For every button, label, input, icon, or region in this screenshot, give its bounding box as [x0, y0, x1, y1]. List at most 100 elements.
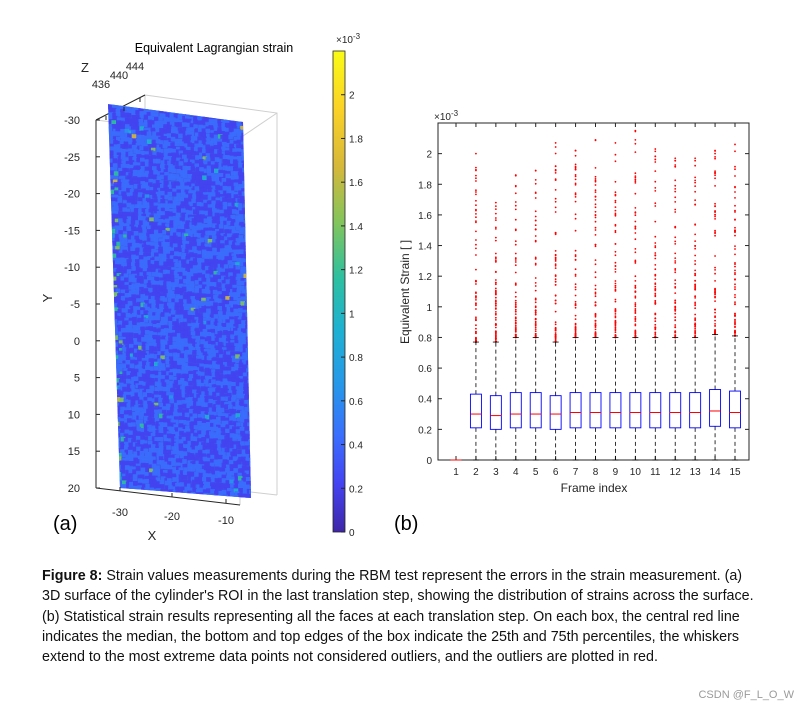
surface-cell [228, 420, 233, 426]
surface-cell [223, 358, 229, 364]
surface-cell [125, 481, 131, 487]
boxplot-outlier [514, 257, 517, 260]
surface-cell [159, 321, 165, 326]
surface-cell [145, 197, 151, 203]
surface-cell [219, 381, 225, 387]
boxplot-outlier [574, 200, 577, 203]
colorbar-tick-label: 1.4 [349, 222, 363, 233]
surface-cell [159, 308, 165, 313]
boxplot-outlier [734, 288, 736, 291]
surface-cell [211, 168, 216, 174]
surface-cell [112, 276, 117, 282]
surface-cell [137, 184, 142, 189]
boxplot-outlier [574, 192, 577, 195]
surface-cell [245, 172, 250, 178]
surface-cell [141, 216, 146, 221]
surface-cell [199, 469, 204, 474]
surface-cell [193, 249, 198, 255]
surface-cell [176, 377, 182, 382]
surface-cell [212, 239, 217, 245]
surface-cell [138, 251, 144, 257]
surface-cell [115, 257, 121, 263]
surface-cell [187, 463, 193, 468]
boxplot-outlier [574, 294, 577, 297]
surface-cell [167, 478, 172, 483]
surface-cell [193, 370, 198, 375]
surface-cell [172, 336, 178, 342]
surface-cell [164, 464, 169, 469]
surface-cell [125, 297, 130, 303]
surface-cell [110, 197, 115, 202]
boxplot-outlier [514, 333, 517, 336]
surface-cell [152, 452, 158, 458]
surface-cell [201, 139, 207, 145]
surface-cell [184, 162, 189, 167]
surface-cell [118, 187, 123, 192]
surface-cell [143, 436, 148, 442]
surface-cell [188, 494, 193, 498]
surface-cell [143, 279, 149, 284]
surface-cell [131, 251, 137, 256]
surface-cell [237, 472, 243, 478]
boxplot-outlier [674, 292, 677, 294]
surface-cell [137, 162, 142, 168]
surface-cell [140, 161, 145, 167]
boxplot-y-tick-label: 1 [426, 303, 432, 314]
surface-cell [174, 431, 180, 437]
surface-cell [177, 252, 182, 257]
surface-cell [192, 358, 197, 363]
boxplot-outlier [734, 234, 736, 237]
surface-cell [135, 383, 140, 388]
surface-cell [214, 337, 220, 343]
surface-cell [152, 143, 157, 148]
surface-cell [142, 229, 148, 234]
surface-cell [185, 204, 190, 210]
surface-cell [182, 321, 188, 327]
surface-cell [177, 341, 182, 346]
surface-cell [209, 148, 214, 154]
surface-cell [144, 330, 150, 335]
boxplot-outlier [734, 253, 736, 256]
surface-cell [246, 247, 251, 253]
surface-cell [164, 328, 169, 333]
surface-cell [163, 180, 169, 186]
surface-cell [133, 461, 138, 467]
surface-cell [131, 283, 137, 288]
surface-cell [137, 342, 143, 347]
surface-cell [132, 273, 137, 279]
surface-cell [119, 382, 124, 388]
boxplot-outlier [654, 252, 657, 254]
surface-cell [115, 288, 121, 294]
boxplot-outlier [634, 238, 637, 241]
boxplot-outlier [714, 229, 716, 232]
surface-cell [234, 358, 239, 364]
surface-cell [230, 334, 235, 339]
surface-cell [191, 299, 197, 304]
surface-cell [120, 128, 125, 134]
surface-cell [216, 282, 221, 287]
surface-cell [238, 179, 243, 184]
surface-cell [229, 488, 235, 494]
surface-cell [191, 190, 197, 195]
surface-cell [174, 165, 180, 171]
surface-cell [161, 406, 167, 411]
surface-cell [145, 244, 151, 250]
surface-cell [193, 119, 198, 125]
surface-cell [186, 259, 192, 265]
surface-cell [204, 355, 209, 361]
surface-cell [182, 173, 188, 179]
boxplot-outlier [714, 323, 716, 325]
surface-cell [199, 457, 204, 463]
surface-cell [197, 438, 202, 443]
surface-cell [137, 192, 143, 197]
surface-cell [188, 476, 193, 481]
surface-cell [229, 300, 234, 306]
surface-cell [177, 220, 182, 226]
surface-cell [154, 405, 160, 410]
surface-cell [183, 346, 189, 352]
colorbar-tick-label: 0.8 [349, 353, 363, 364]
surface-cell [196, 355, 201, 361]
surface-cell [112, 267, 117, 273]
surface-cell [189, 406, 195, 411]
surface-cell [140, 329, 146, 335]
